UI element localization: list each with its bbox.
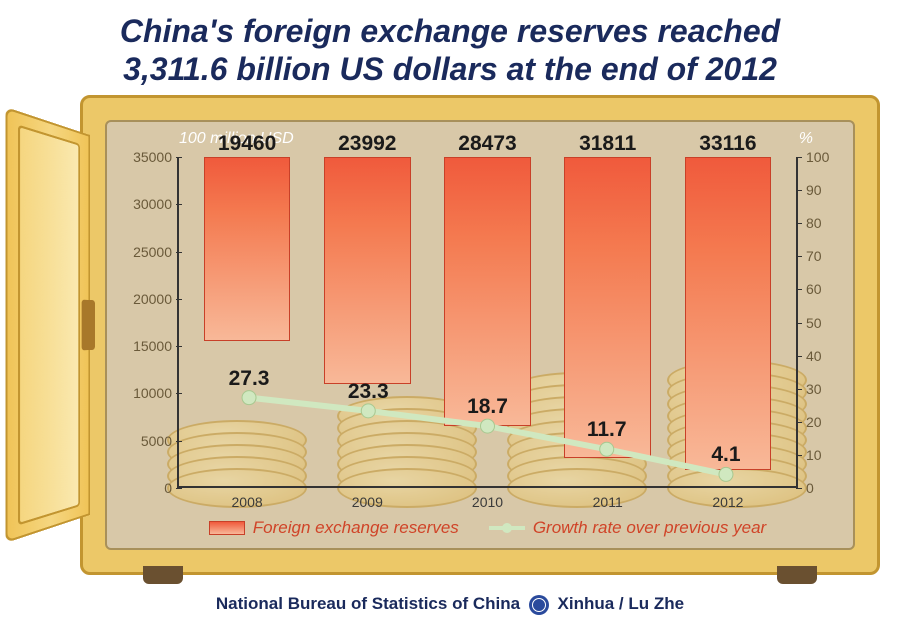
bar-value-label: 33116 xyxy=(699,132,756,156)
y-right-tick: 90 xyxy=(806,182,836,198)
footer-agency: Xinhua / Lu Zhe xyxy=(558,594,685,613)
safe-graphic: 100 million USD % 1946020082399220092847… xyxy=(0,95,900,585)
y-left-tick: 30000 xyxy=(127,196,172,212)
y-right-tick: 70 xyxy=(806,248,836,264)
y-left-tick: 5000 xyxy=(127,433,172,449)
x-tick: 2012 xyxy=(712,494,743,510)
safe-foot xyxy=(143,566,183,584)
bar-group: 331162012 xyxy=(668,157,788,488)
y-left-tick: 10000 xyxy=(127,385,172,401)
x-tick: 2011 xyxy=(593,494,623,510)
legend-line-swatch xyxy=(489,526,525,530)
legend-bars: Foreign exchange reserves xyxy=(209,518,459,538)
bar: 28473 xyxy=(444,157,531,426)
title-line-1: China's foreign exchange reserves reache… xyxy=(120,13,780,49)
bar: 23992 xyxy=(324,157,411,384)
bar: 19460 xyxy=(204,157,291,341)
bar: 31811 xyxy=(564,157,651,458)
y-left-tick: 0 xyxy=(127,480,172,496)
y-left-tick: 35000 xyxy=(127,149,172,165)
y-left-tick: 25000 xyxy=(127,244,172,260)
y-right-tick: 30 xyxy=(806,381,836,397)
x-tick: 2008 xyxy=(232,494,263,510)
growth-value-label: 18.7 xyxy=(467,395,508,419)
bar-group: 284732010 xyxy=(427,157,547,488)
chart-background: 100 million USD % 1946020082399220092847… xyxy=(105,120,855,550)
footer-attribution: National Bureau of Statistics of China X… xyxy=(0,594,900,615)
y-right-tick: 100 xyxy=(806,149,836,165)
safe-body: 100 million USD % 1946020082399220092847… xyxy=(80,95,880,575)
bar-value-label: 19460 xyxy=(218,132,276,156)
bar-value-label: 23992 xyxy=(338,132,396,156)
legend-line-label: Growth rate over previous year xyxy=(533,518,766,538)
y-left-tick: 20000 xyxy=(127,291,172,307)
growth-value-label: 11.7 xyxy=(587,418,627,442)
bar-group: 239922009 xyxy=(307,157,427,488)
legend-line: Growth rate over previous year xyxy=(489,518,766,538)
bar: 33116 xyxy=(685,157,772,470)
x-tick: 2009 xyxy=(352,494,383,510)
safe-door xyxy=(5,107,90,543)
growth-value-label: 4.1 xyxy=(711,443,740,467)
xinhua-logo-icon xyxy=(529,595,549,615)
y-right-tick: 10 xyxy=(806,447,836,463)
x-tick: 2010 xyxy=(472,494,503,510)
footer-source: National Bureau of Statistics of China xyxy=(216,594,520,613)
bar-container: 1946020082399220092847320103181120113311… xyxy=(177,157,798,488)
y-right-tick: 80 xyxy=(806,215,836,231)
legend-bar-label: Foreign exchange reserves xyxy=(253,518,459,538)
y-right-tick: 0 xyxy=(806,480,836,496)
safe-handle xyxy=(82,300,95,351)
y-axis-right-label: % xyxy=(799,130,813,148)
title-line-2: 3,311.6 billion US dollars at the end of… xyxy=(123,51,777,87)
chart-area: 100 million USD % 1946020082399220092847… xyxy=(107,122,853,548)
y-left-tick: 15000 xyxy=(127,338,172,354)
y-right-tick: 40 xyxy=(806,348,836,364)
bar-value-label: 28473 xyxy=(458,132,516,156)
safe-foot xyxy=(777,566,817,584)
y-right-tick: 60 xyxy=(806,281,836,297)
growth-value-label: 23.3 xyxy=(348,380,389,404)
bar-value-label: 31811 xyxy=(579,132,636,156)
plot-region: 1946020082399220092847320103181120113311… xyxy=(177,157,798,488)
y-right-tick: 50 xyxy=(806,315,836,331)
legend-bar-swatch xyxy=(209,521,245,535)
bar-group: 194602008 xyxy=(187,157,307,488)
growth-value-label: 27.3 xyxy=(229,366,270,390)
y-right-tick: 20 xyxy=(806,414,836,430)
chart-title: China's foreign exchange reserves reache… xyxy=(0,0,900,97)
legend: Foreign exchange reserves Growth rate ov… xyxy=(177,518,798,538)
